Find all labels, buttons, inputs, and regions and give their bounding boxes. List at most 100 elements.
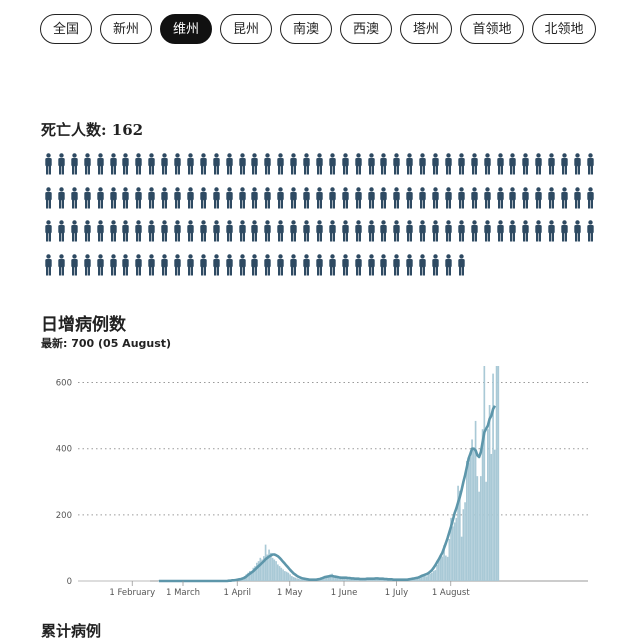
bar — [266, 554, 269, 581]
bar — [296, 578, 298, 581]
bar — [471, 439, 473, 581]
person-icon — [250, 253, 259, 276]
person-icon — [147, 186, 156, 209]
bar — [459, 490, 461, 581]
bar — [382, 579, 384, 581]
bar — [284, 571, 286, 581]
person-icon — [186, 153, 195, 175]
person-icon — [225, 220, 234, 242]
person-icon — [405, 186, 414, 209]
person-icon — [547, 220, 556, 242]
bar — [287, 572, 290, 581]
bar — [271, 557, 274, 581]
person-icon — [367, 153, 376, 175]
bar — [264, 544, 267, 581]
tab-6[interactable]: 塔州 — [400, 14, 452, 44]
person-icon — [521, 186, 530, 209]
bar — [427, 574, 430, 581]
bar — [278, 566, 281, 581]
x-tick-label: 1 July — [385, 588, 408, 598]
bar — [448, 538, 451, 581]
bar — [273, 559, 276, 581]
person-icon — [160, 186, 169, 209]
tab-4[interactable]: 南澳 — [280, 14, 332, 44]
bar — [280, 567, 283, 581]
person-icon — [457, 220, 466, 242]
bar — [338, 577, 340, 581]
tab-7[interactable]: 首领地 — [460, 14, 524, 44]
bar — [494, 449, 496, 581]
bar — [490, 453, 493, 581]
person-icon — [431, 186, 440, 209]
person-icon — [276, 153, 285, 175]
bar — [275, 561, 277, 581]
person-icon — [173, 253, 182, 276]
person-icon — [341, 253, 350, 276]
bar — [462, 509, 465, 581]
person-icon — [109, 186, 118, 209]
bar — [417, 578, 419, 581]
bar — [429, 573, 431, 581]
bar — [476, 476, 479, 581]
person-icon — [238, 220, 247, 242]
tab-8[interactable]: 北领地 — [532, 14, 596, 44]
tab-5[interactable]: 西澳 — [340, 14, 392, 44]
person-icon — [315, 153, 324, 175]
deaths-title: 死亡人数: 162 — [41, 121, 144, 139]
daily-cases-latest: 最新: 700 (05 August) — [41, 337, 172, 350]
bar — [289, 574, 291, 581]
bar — [303, 580, 305, 581]
y-tick-label: 400 — [56, 445, 72, 455]
person-icon — [134, 220, 143, 242]
bar — [438, 559, 440, 581]
person-icon — [470, 186, 479, 209]
person-icon — [470, 153, 479, 175]
bar — [252, 567, 255, 581]
bar — [450, 517, 452, 581]
person-icon — [418, 220, 427, 242]
person-icon — [302, 153, 311, 175]
person-icon — [96, 153, 105, 175]
x-tick-label: 1 August — [432, 588, 471, 598]
bar — [333, 576, 335, 581]
x-tick-label: 1 June — [331, 588, 358, 598]
tab-1[interactable]: 新州 — [100, 14, 152, 44]
bar — [268, 549, 270, 581]
person-icon — [341, 220, 350, 242]
tab-3[interactable]: 昆州 — [220, 14, 272, 44]
person-icon — [238, 186, 247, 209]
person-icon — [315, 220, 324, 242]
bar — [474, 420, 477, 581]
person-icon — [199, 220, 208, 242]
person-icon — [444, 253, 453, 276]
average-line — [158, 405, 497, 583]
bar — [247, 572, 249, 581]
person-icon — [121, 153, 130, 175]
bar — [261, 559, 263, 581]
tab-2[interactable]: 维州 — [160, 14, 212, 44]
person-icon — [238, 253, 247, 276]
person-icon — [508, 153, 517, 175]
person-icon — [508, 220, 517, 242]
person-icon — [263, 253, 272, 276]
person-icon — [109, 220, 118, 242]
bar — [371, 579, 374, 581]
person-icon — [44, 153, 53, 175]
bar — [445, 555, 447, 581]
bar — [277, 564, 279, 581]
person-icon — [96, 186, 105, 209]
person-icon — [367, 253, 376, 276]
person-icon — [289, 220, 298, 242]
bar — [347, 578, 349, 581]
person-icon — [276, 220, 285, 242]
bar — [481, 429, 484, 581]
person-icon — [212, 186, 221, 209]
bar — [327, 575, 330, 581]
x-tick-label: 1 April — [223, 588, 251, 598]
person-icon — [121, 253, 130, 276]
person-icon — [263, 220, 272, 242]
person-icon — [354, 186, 363, 209]
person-icon — [134, 253, 143, 276]
tab-0[interactable]: 全国 — [40, 14, 92, 44]
person-icon — [354, 253, 363, 276]
